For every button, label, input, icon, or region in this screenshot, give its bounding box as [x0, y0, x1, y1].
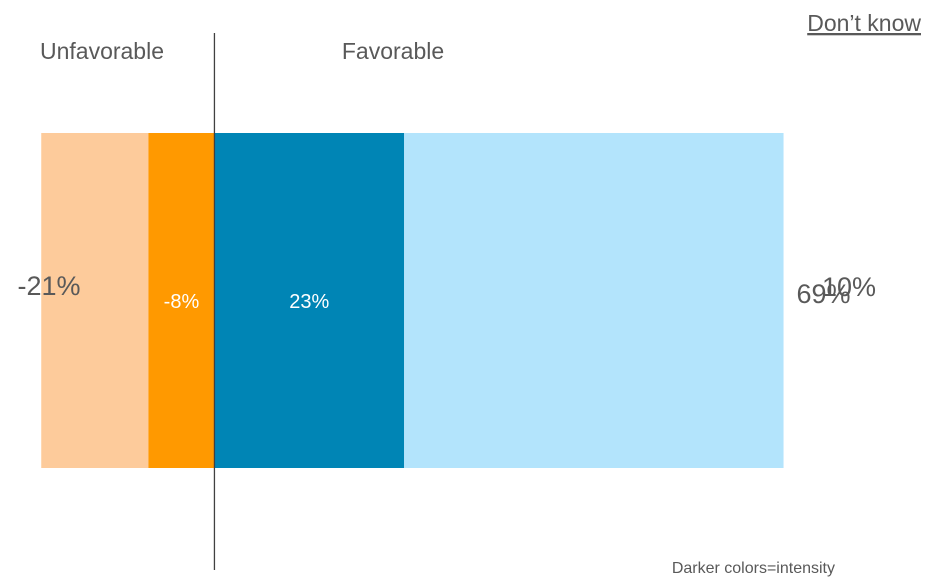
- strongly-unfavorable-label: -8%: [164, 291, 200, 313]
- intensity-note: Darker colors=intensity: [672, 560, 835, 577]
- favorable-total-label: 69%: [797, 279, 851, 309]
- strongly-favorable-label: 23%: [289, 291, 329, 313]
- unfavorable-total-label: -21%: [17, 271, 80, 301]
- dont-know-value-label: 10%: [822, 272, 876, 302]
- header-dont-know: Don’t know: [807, 10, 921, 36]
- header-favorable: Favorable: [342, 38, 444, 64]
- bar-segment-favorable-soft: [404, 133, 784, 468]
- bar-segment-favorable-strong: [214, 133, 405, 468]
- header-unfavorable: Unfavorable: [40, 38, 164, 64]
- bar-segment-unfavorable-soft: [41, 133, 149, 468]
- bar-segment-unfavorable-strong: [148, 133, 215, 468]
- bars-layer: [41, 133, 784, 468]
